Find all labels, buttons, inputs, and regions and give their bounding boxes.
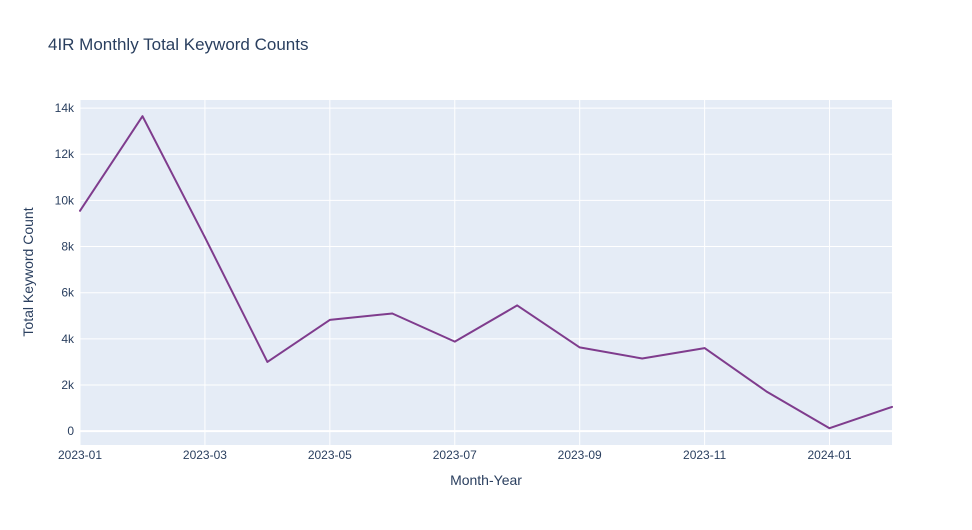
- x-tick-label: 2023-11: [683, 448, 726, 462]
- series-line: [79, 115, 893, 430]
- y-tick-label: 12k: [55, 147, 75, 161]
- chart-title: 4IR Monthly Total Keyword Counts: [48, 35, 308, 54]
- data-point: [79, 209, 81, 212]
- data-point: [141, 115, 144, 117]
- data-point: [266, 361, 269, 363]
- data-point: [391, 312, 394, 315]
- x-tick-label: 2023-07: [433, 448, 477, 462]
- grid-lines: [79, 100, 892, 445]
- data-point: [641, 357, 643, 360]
- x-tick-label: 2023-09: [558, 448, 602, 462]
- y-tick-label: 6k: [61, 286, 75, 300]
- data-point: [516, 304, 519, 307]
- data-point: [891, 406, 893, 408]
- y-tick-label: 8k: [61, 240, 75, 254]
- y-axis-label: Total Keyword Count: [20, 207, 36, 336]
- axis-ticks: 0 2k 4k 6k 8k 10k 12k 14k 2023-01 2023-03 2023-05 2…: [55, 101, 852, 462]
- x-axis-label: Month-Year: [450, 472, 522, 488]
- data-point: [828, 427, 831, 429]
- x-tick-label: 2023-01: [58, 448, 102, 462]
- series-layer: [79, 115, 893, 430]
- data-point: [204, 236, 206, 239]
- y-tick-label: 4k: [61, 332, 75, 346]
- data-point: [578, 346, 581, 349]
- data-point: [453, 340, 456, 343]
- plot-area: [80, 100, 892, 445]
- y-tick-label: 14k: [55, 101, 75, 115]
- y-tick-label: 2k: [61, 378, 75, 392]
- data-point: [329, 319, 331, 321]
- y-tick-label: 0: [67, 424, 74, 438]
- x-tick-label: 2023-05: [308, 448, 352, 462]
- data-point: [703, 347, 706, 349]
- x-tick-label: 2024-01: [808, 448, 852, 462]
- data-point: [766, 391, 768, 393]
- y-tick-label: 10k: [55, 193, 75, 207]
- x-tick-label: 2023-03: [183, 448, 227, 462]
